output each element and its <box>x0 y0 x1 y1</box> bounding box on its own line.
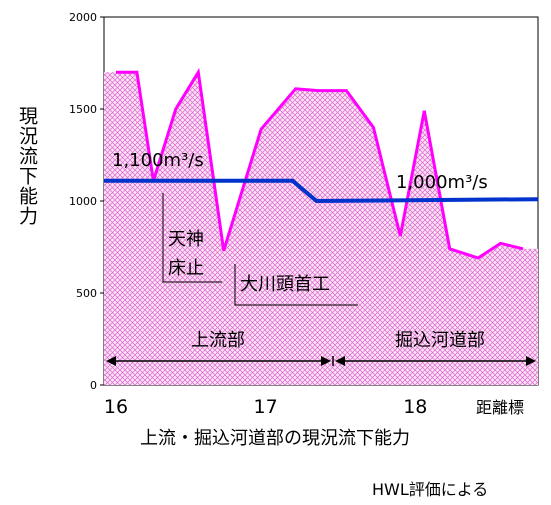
y-tick-label: 0 <box>90 379 97 392</box>
y-tick-label: 2000 <box>69 11 97 24</box>
x-tick-label: 18 <box>403 396 427 418</box>
section-arrow-lower-left-head <box>335 356 345 366</box>
capacity-area <box>104 72 538 385</box>
tenjin-marker <box>162 193 222 283</box>
section-label-lower: 掘込河道部 <box>395 330 485 351</box>
tenjin-label-2: 床止 <box>168 258 204 279</box>
x-tick-label: 17 <box>254 396 278 418</box>
y-tick-label: 1000 <box>69 195 97 208</box>
section-label-upper: 上流部 <box>191 330 245 351</box>
design-flow-line <box>104 178 539 204</box>
x-axis-distance-label: 距離標 <box>476 398 524 417</box>
y-axis-title: 現況流下能力 <box>16 106 38 226</box>
okawa-label: 大川頭首工 <box>240 274 330 295</box>
y-tick-label: 500 <box>76 287 97 300</box>
annotation-1100: 1,100m³/s <box>112 150 204 171</box>
x-tick-label: 16 <box>104 396 128 418</box>
section-arrow-upper-left-head <box>106 356 116 366</box>
section-arrow-lower-right-head <box>526 356 536 366</box>
annotation-1000: 1,000m³/s <box>396 172 488 193</box>
section-arrow-upper-right-head <box>321 356 331 366</box>
y-tick-label: 1500 <box>69 103 97 116</box>
capacity-line <box>116 67 524 260</box>
chart-caption: 上流・掘込河道部の現況流下能力 <box>140 428 410 449</box>
tenjin-label-1: 天神 <box>168 229 204 250</box>
okawa-marker <box>234 264 358 306</box>
footnote: HWL評価による <box>372 480 489 499</box>
